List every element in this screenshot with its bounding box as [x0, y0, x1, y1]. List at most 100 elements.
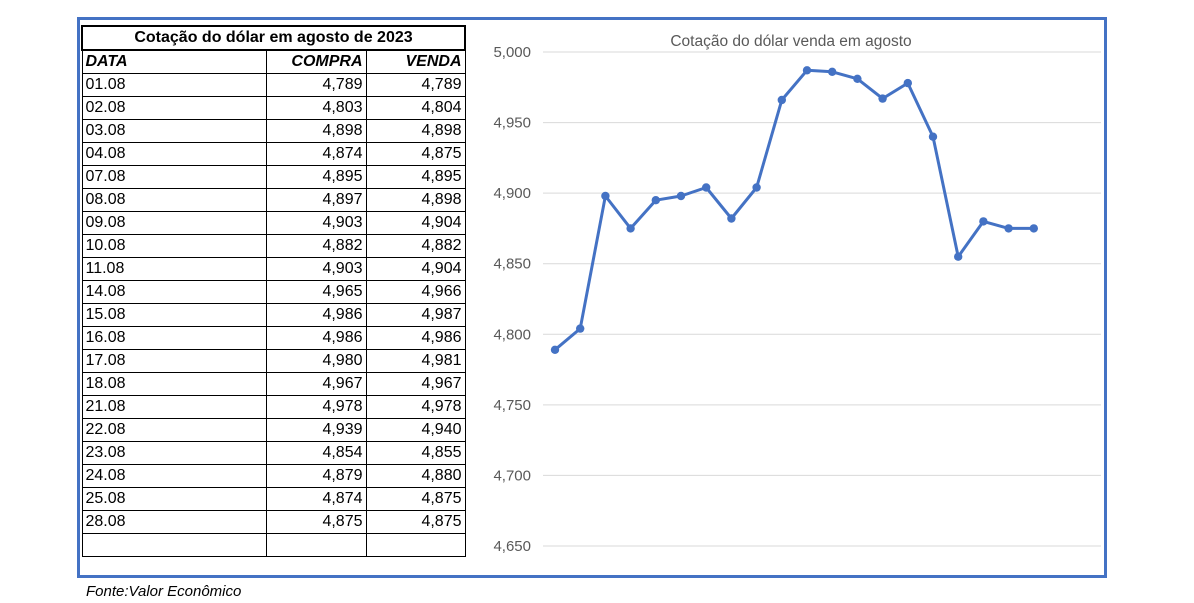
y-tick-label: 4,650	[493, 538, 531, 555]
data-point	[853, 74, 862, 83]
cell-date: 21.08	[81, 395, 267, 419]
cell-date: 14.08	[81, 280, 267, 304]
cell-compra: 4,854	[265, 441, 367, 465]
data-point	[903, 78, 912, 88]
data-point	[626, 224, 635, 233]
cell-compra: 4,967	[265, 372, 367, 396]
table-row: 16.08 4,986 4,986	[81, 326, 466, 350]
data-point	[1004, 224, 1013, 233]
y-tick-label: 4,750	[493, 397, 531, 414]
cell-compra: 4,978	[265, 395, 367, 419]
data-point	[802, 66, 812, 75]
table-row	[81, 533, 466, 557]
cell-venda: 4,895	[365, 165, 466, 189]
cell-date: 07.08	[81, 165, 267, 189]
cell-date: 09.08	[81, 211, 267, 235]
cell-venda: 4,882	[365, 234, 466, 258]
y-tick-label: 4,800	[493, 326, 531, 343]
cell-venda: 4,804	[365, 96, 466, 120]
cell-date: 15.08	[81, 303, 267, 327]
cell-compra: 4,895	[265, 165, 367, 189]
cell-venda: 4,987	[365, 303, 466, 327]
cell-date: 17.08	[81, 349, 267, 373]
table-row: 01.08 4,789 4,789	[81, 73, 466, 97]
cell-compra: 4,874	[265, 142, 367, 166]
data-point	[828, 67, 837, 76]
cell-venda: 4,875	[365, 510, 466, 534]
cell-venda: 4,875	[365, 142, 466, 166]
table-row: 03.08 4,898 4,898	[81, 119, 466, 143]
data-point	[928, 132, 938, 141]
cell-venda: 4,898	[365, 188, 466, 212]
data-point	[777, 95, 786, 105]
cell-compra: 4,986	[265, 303, 367, 327]
cell-date: 11.08	[81, 257, 267, 281]
y-tick-label: 4,700	[493, 467, 531, 484]
cell-date: 22.08	[81, 418, 267, 442]
cell-date: 04.08	[81, 142, 267, 166]
cell-compra: 4,789	[265, 73, 367, 97]
cell-venda: 4,855	[365, 441, 466, 465]
y-tick-label: 4,950	[493, 115, 531, 132]
cell-venda: 4,981	[365, 349, 466, 373]
data-point	[727, 214, 736, 223]
table-row: 17.08 4,980 4,981	[81, 349, 466, 373]
exchange-rate-table: Cotação do dólar em agosto de 2023 DATA …	[81, 25, 466, 557]
table-row: 25.08 4,874 4,875	[81, 487, 466, 511]
cell-venda: 4,986	[365, 326, 466, 350]
table-row: 14.08 4,965 4,966	[81, 280, 466, 304]
data-point	[702, 183, 711, 192]
cell-date	[81, 533, 267, 557]
cell-venda: 4,904	[365, 211, 466, 235]
cell-date: 23.08	[81, 441, 267, 465]
cell-venda: 4,940	[365, 418, 466, 442]
table-row: 08.08 4,897 4,898	[81, 188, 466, 212]
data-point	[979, 217, 988, 226]
table-row: 28.08 4,875 4,875	[81, 510, 466, 534]
cell-venda: 4,880	[365, 464, 466, 488]
data-point	[954, 252, 963, 261]
cell-venda: 4,898	[365, 119, 466, 143]
cell-compra: 4,898	[265, 119, 367, 143]
y-tick-label: 5,000	[493, 44, 531, 61]
table-row: 15.08 4,986 4,987	[81, 303, 466, 327]
cell-date: 08.08	[81, 188, 267, 212]
table-row: 24.08 4,879 4,880	[81, 464, 466, 488]
table-row: 21.08 4,978 4,978	[81, 395, 466, 419]
table-row: 10.08 4,882 4,882	[81, 234, 466, 258]
data-point	[576, 324, 585, 333]
table-row: 18.08 4,967 4,967	[81, 372, 466, 396]
data-point	[752, 183, 761, 192]
table-row: 23.08 4,854 4,855	[81, 441, 466, 465]
data-point	[1029, 224, 1038, 233]
data-point	[651, 196, 660, 205]
data-point	[550, 345, 560, 354]
data-point	[676, 191, 686, 201]
cell-compra: 4,903	[265, 211, 367, 235]
cell-compra	[265, 533, 367, 557]
cell-venda: 4,967	[365, 372, 466, 396]
column-header-compra: COMPRA	[265, 49, 367, 74]
cell-venda: 4,978	[365, 395, 466, 419]
table-row: 04.08 4,874 4,875	[81, 142, 466, 166]
cell-compra: 4,803	[265, 96, 367, 120]
y-tick-label: 4,850	[493, 256, 531, 273]
cell-compra: 4,879	[265, 464, 367, 488]
cell-compra: 4,903	[265, 257, 367, 281]
chart-frame	[77, 17, 1107, 578]
series-line-venda	[554, 68, 1034, 351]
cell-date: 02.08	[81, 96, 267, 120]
cell-compra: 4,874	[265, 487, 367, 511]
cell-date: 18.08	[81, 372, 267, 396]
table-title: Cotação do dólar em agosto de 2023	[81, 25, 466, 51]
cell-compra: 4,986	[265, 326, 367, 350]
column-header-venda: VENDA	[365, 49, 466, 74]
cell-date: 01.08	[81, 73, 267, 97]
cell-date: 28.08	[81, 510, 267, 534]
cell-date: 03.08	[81, 119, 267, 143]
cell-date: 25.08	[81, 487, 267, 511]
line-chart: Cotação do dólar venda em agosto 5,000 4,…	[465, 22, 1103, 576]
table-row: 02.08 4,803 4,804	[81, 96, 466, 120]
cell-venda: 4,904	[365, 257, 466, 281]
data-point	[601, 191, 610, 201]
